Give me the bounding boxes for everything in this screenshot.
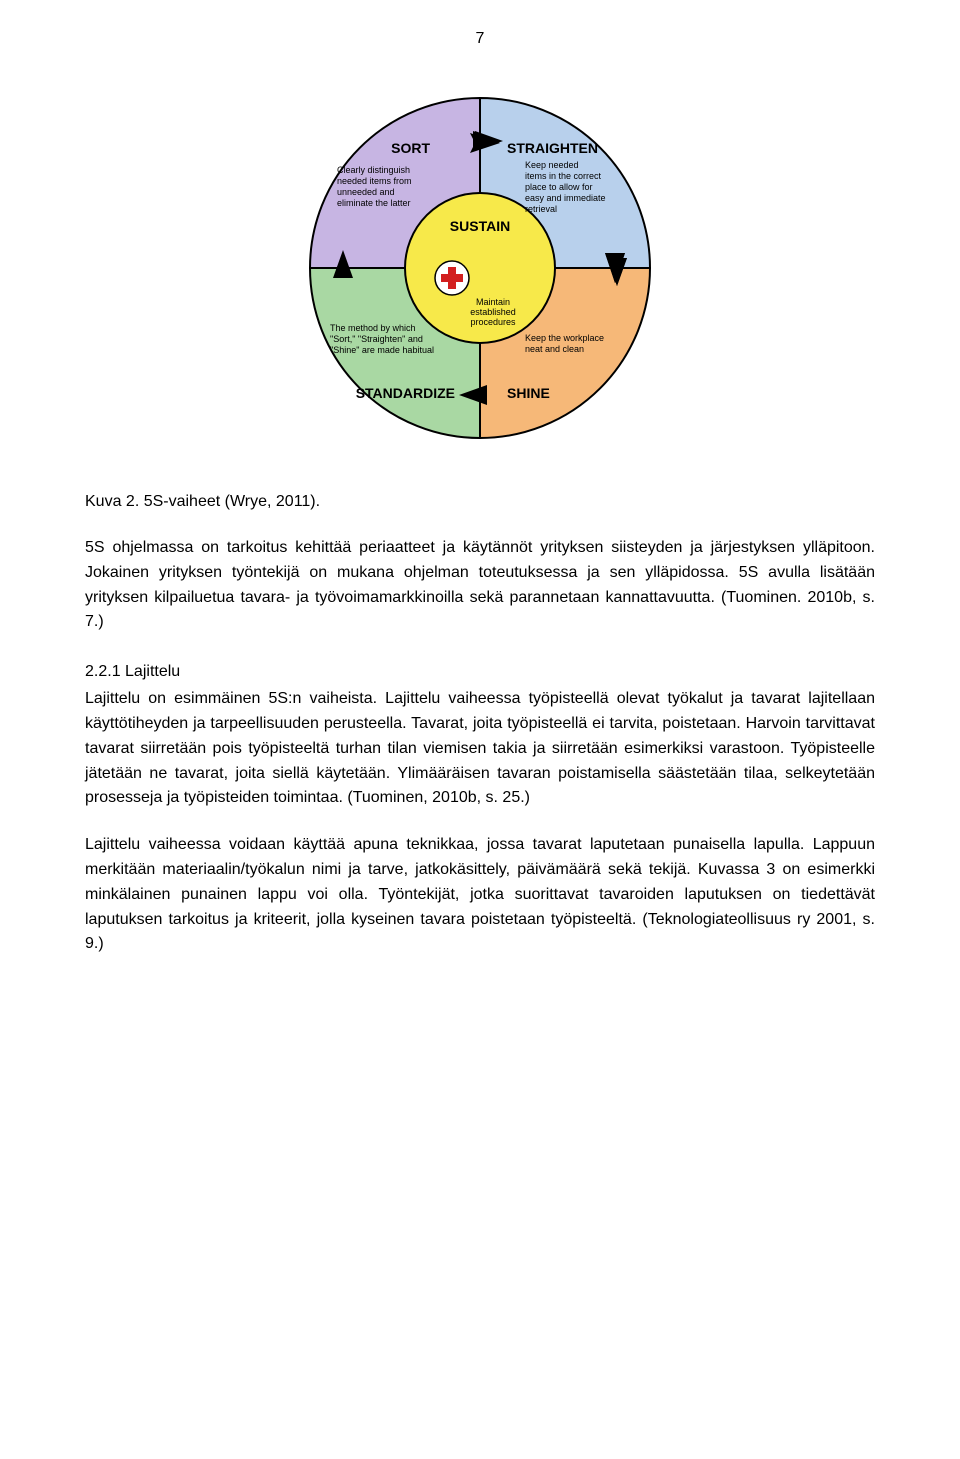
figure-caption: Kuva 2. 5S-vaiheet (Wrye, 2011). (85, 493, 875, 511)
svg-text:The method by which: The method by which (330, 323, 416, 333)
shine-title: SHINE (507, 385, 550, 401)
svg-text:"Shine" are made habitual: "Shine" are made habitual (330, 345, 434, 355)
svg-text:unneeded and: unneeded and (337, 187, 395, 197)
svg-text:eliminate the latter: eliminate the latter (337, 198, 411, 208)
svg-text:procedures: procedures (470, 317, 516, 327)
paragraph-2: Lajittelu on esimmäinen 5S:n vaiheista. … (85, 687, 875, 811)
five-s-circle-svg: SUSTAIN Maintain established procedures … (275, 73, 685, 463)
svg-text:"Sort," "Straighten" and: "Sort," "Straighten" and (330, 334, 423, 344)
svg-text:items in the correct: items in the correct (525, 171, 602, 181)
paragraph-3: Lajittelu vaiheessa voidaan käyttää apun… (85, 833, 875, 957)
section-heading: 2.2.1 Lajittelu (85, 663, 875, 681)
document-page: 7 SUSTAIN (0, 0, 960, 1459)
sort-title: SORT (391, 140, 430, 156)
svg-text:place to allow for: place to allow for (525, 182, 593, 192)
svg-text:Keep needed: Keep needed (525, 160, 579, 170)
svg-text:established: established (470, 307, 516, 317)
svg-text:neat and clean: neat and clean (525, 344, 584, 354)
center-title: SUSTAIN (450, 218, 510, 234)
svg-text:retrieval: retrieval (525, 204, 557, 214)
five-s-diagram: SUSTAIN Maintain established procedures … (85, 73, 875, 463)
svg-text:easy and immediate: easy and immediate (525, 193, 606, 203)
standardize-title: STANDARDIZE (356, 385, 455, 401)
straighten-title: STRAIGHTEN (507, 140, 598, 156)
paragraph-1: 5S ohjelmassa on tarkoitus kehittää peri… (85, 536, 875, 635)
svg-text:Maintain: Maintain (476, 297, 510, 307)
svg-text:needed items from: needed items from (337, 176, 412, 186)
svg-text:Keep the workplace: Keep the workplace (525, 333, 604, 343)
page-number: 7 (85, 30, 875, 48)
svg-text:Clearly distinguish: Clearly distinguish (337, 165, 410, 175)
